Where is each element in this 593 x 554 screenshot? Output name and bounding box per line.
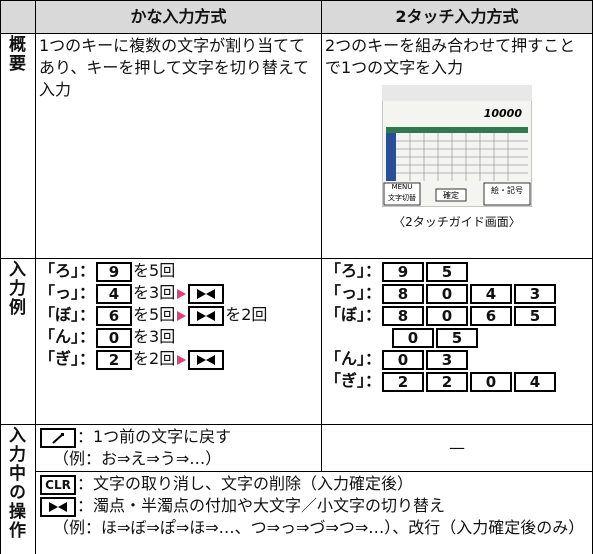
row-label-cell: 概要 [0,33,36,259]
key: CLR [40,474,76,495]
char: 「ぼ」： [39,305,96,324]
key: 5 [436,327,478,348]
screen-key: 確定 [443,190,459,200]
line: 「ろ」： 9 を5回 [39,260,318,282]
line: 「ぼ」： 6 を5回 を2回 [39,304,318,326]
corner-cell [0,0,36,34]
key: 0 [96,327,133,348]
char: 「ん」： [325,349,382,368]
row: CLR ：文字の取り消し、文字の削除（入力確定後） ：濁点・半濁点の付加や大文字／… [1,471,593,554]
key: 4 [514,371,557,392]
char: 「ろ」： [39,261,96,280]
char: 「っ」： [325,283,382,302]
key: 5 [426,261,469,282]
screen-key: MENU [392,183,413,191]
line: ：濁点・半濁点の付加や大文字／小文字の切り替え [39,495,589,517]
line: ：1つ前の文字に戻す [39,426,318,448]
line: 「ぎ」： 2 2 0 4 [325,370,589,392]
key: 2 [382,371,425,392]
line: 「っ」： 8 0 4 3 [325,282,589,304]
text: を2回 [225,305,268,324]
key: 2 [96,349,133,370]
header-row: かな入力方式 2タッチ入力方式 [0,0,593,34]
key: 0 [392,327,434,348]
star-key [188,305,225,326]
screen-key: 文字切替 [388,193,416,202]
key: 4 [470,283,513,304]
key: 0 [426,305,469,326]
key: 0 [470,371,513,392]
text: を3回 [133,327,176,346]
key: 0 [426,283,469,304]
text: ：文字の取り消し、文字の削除（入力確定後） [77,474,414,493]
line: 「ぼ」： 8 0 6 5 [325,304,589,326]
char: 「っ」： [39,283,96,302]
row: 入力例 「ろ」： 9 を5回 「っ」： 4 を3回 「ぼ」： 6 を5回 を2回 「ん」： 0 を3回「… [0,258,593,425]
char: 「ぎ」： [39,349,96,368]
row: 入力中の操作 ：1つ前の文字に戻す （例：お⇒え⇒う⇒…） — [0,424,593,554]
cell: 「ろ」： 9 を5回 「っ」： 4 を3回 「ぼ」： 6 を5回 を2回 「ん」： 0 を3回 「ぎ」： 2… [35,258,322,425]
row-label-cell: 入力中の操作 [0,424,36,554]
row-label: 概要 [5,35,25,73]
key: 4 [96,283,133,304]
row-label-cell: 入力例 [0,258,36,425]
cell-text: 2つのキーを組み合わせて押すことで1つの文字を入力 [325,36,576,77]
header-cell: かな入力方式 [35,0,322,34]
star-key [188,283,225,304]
key: 6 [96,305,133,326]
key: 0 [382,349,425,370]
cell: 1つのキーに複数の文字が割り当ててあり、キーを押して文字を切り替えて入力 [35,33,322,259]
key: 5 [514,305,557,326]
line: 「ん」： 0 を3回 [39,326,318,348]
row-label: 入力例 [5,260,25,317]
char: 「ぎ」： [325,371,382,390]
arrow-icon [175,283,187,302]
key: 3 [514,283,557,304]
text: を2回 [133,349,176,368]
cell: — [321,424,593,472]
header-cell: 2タッチ入力方式 [321,0,593,34]
example: （例：ほ⇒ぼ⇒ぽ⇒ほ⇒…、つ⇒っ⇒づ⇒つ⇒…）、改行（入力確定後のみ） [53,518,585,537]
key: 3 [426,349,469,370]
char: 「ん」： [39,327,96,346]
screen-amount: 10000 [484,107,523,120]
row-label: 入力中の操作 [5,426,25,540]
key: 9 [96,261,133,282]
line: 「ろ」： 9 5 [325,260,589,282]
key: 9 [382,261,425,282]
star-key [40,496,76,517]
arrow-icon [175,349,187,368]
line: CLR ：文字の取り消し、文字の削除（入力確定後） [39,473,589,495]
text: を5回 [133,261,176,280]
line: 「ん」： 0 3 [325,348,589,370]
back-key [40,427,76,448]
char: 「ぼ」： [325,305,382,324]
line: 「っ」： 4 を3回 [39,282,318,304]
key: 6 [470,305,513,326]
row: 概要 1つのキーに複数の文字が割り当ててあり、キーを押して文字を切り替えて入力 … [0,33,593,259]
text: ：1つ前の文字に戻す [77,427,232,446]
example: （例：お⇒え⇒う⇒…） [53,449,222,468]
text: ：濁点・半濁点の付加や大文字／小文字の切り替え [77,496,446,515]
cell: ：1つ前の文字に戻す （例：お⇒え⇒う⇒…） [35,424,322,472]
screen-image: 10000 MENU 文字切替 確定 絵・記号 [382,85,532,207]
key: 2 [426,371,469,392]
star-key [188,349,225,370]
cell: 「ろ」： 9 5 「っ」： 8 0 4 3 「ぼ」： 8 0 6 5 0 5 「ん」： 0 3 「ぎ」： 2 2 0 4 [321,258,593,425]
arrow-icon [175,305,187,324]
text: を5回 [133,305,176,324]
key: 8 [382,283,425,304]
cell: 2つのキーを組み合わせて押すことで1つの文字を入力 10000 MENU 文字切… [321,33,593,259]
caption: 〈2タッチガイド画面〉 [393,215,521,229]
cell: CLR ：文字の取り消し、文字の削除（入力確定後） ：濁点・半濁点の付加や大文字／… [35,471,593,554]
text: を3回 [133,283,176,302]
char: 「ろ」： [325,261,382,280]
key: 8 [382,305,425,326]
line: 「ぎ」： 2 を2回 [39,348,318,370]
screen-key: 絵・記号 [491,185,523,195]
